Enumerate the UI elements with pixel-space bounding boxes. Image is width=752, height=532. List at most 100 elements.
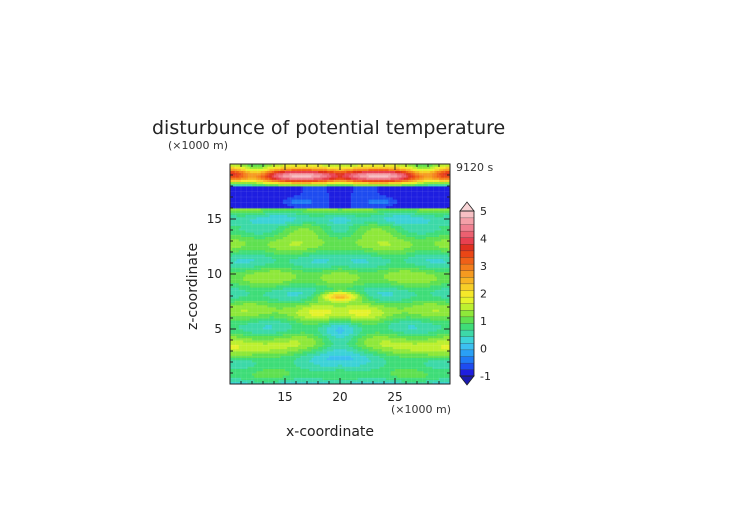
field-cell — [430, 357, 433, 361]
field-cell — [271, 344, 275, 347]
field-cell — [322, 322, 325, 325]
field-cell — [238, 311, 242, 314]
field-cell — [384, 366, 387, 369]
field-cell — [302, 311, 306, 314]
field-cell — [335, 368, 339, 372]
field-cell — [249, 313, 253, 317]
field-cell — [335, 331, 339, 334]
field-cell — [414, 357, 418, 361]
field-cell — [324, 344, 328, 347]
field-cell — [428, 362, 431, 365]
field-cell — [384, 359, 387, 363]
field-cell — [392, 335, 396, 339]
field-cell — [399, 333, 402, 336]
field-cell — [423, 313, 427, 317]
field-cell — [447, 359, 451, 363]
field-cell — [419, 337, 422, 341]
field-cell — [274, 355, 277, 358]
field-cell — [342, 331, 345, 334]
field-cell — [304, 348, 308, 352]
field-cell — [285, 344, 288, 347]
field-cell — [401, 320, 405, 323]
field-cell — [399, 379, 402, 383]
field-cell — [282, 337, 286, 341]
field-cell — [377, 373, 380, 376]
field-cell — [370, 337, 374, 341]
field-cell — [408, 346, 411, 350]
field-cell — [414, 326, 418, 330]
field-cell — [375, 324, 378, 328]
field-cell — [408, 362, 411, 365]
field-cell — [280, 331, 284, 334]
field-cell — [285, 340, 288, 343]
field-cell — [252, 359, 255, 363]
field-cell — [368, 326, 372, 330]
field-cell — [443, 322, 446, 325]
field-cell — [280, 355, 284, 358]
field-cell — [362, 366, 365, 369]
field-cell — [230, 344, 233, 347]
field-cell — [249, 320, 253, 323]
field-cell — [265, 377, 268, 380]
field-cell — [245, 342, 248, 345]
field-cell — [375, 353, 378, 356]
field-cell — [247, 309, 251, 312]
field-cell — [384, 331, 387, 334]
field-cell — [320, 329, 323, 332]
field-cell — [276, 304, 279, 308]
field-cell — [425, 313, 429, 317]
field-cell — [406, 329, 409, 332]
field-cell — [432, 315, 435, 319]
field-cell — [403, 368, 407, 372]
field-cell — [408, 333, 411, 336]
field-cell — [300, 353, 303, 356]
field-cell — [388, 331, 391, 334]
field-cell — [348, 329, 352, 332]
field-cell — [293, 324, 297, 328]
field-cell — [386, 375, 389, 378]
field-cell — [421, 353, 424, 356]
field-cell — [293, 340, 297, 343]
field-cell — [447, 326, 451, 330]
field-cell — [346, 370, 350, 374]
field-cell — [445, 364, 449, 367]
field-cell — [311, 346, 314, 350]
field-cell — [366, 318, 369, 321]
field-cell — [289, 346, 292, 350]
field-cell — [291, 346, 295, 350]
field-cell — [370, 359, 374, 363]
field-cell — [428, 353, 431, 356]
field-cell — [428, 329, 431, 332]
field-cell — [282, 313, 286, 317]
field-cell — [368, 375, 372, 378]
field-cell — [410, 322, 413, 325]
field-cell — [348, 373, 352, 376]
field-cell — [344, 315, 347, 319]
field-cell — [366, 375, 369, 378]
field-cell — [368, 368, 372, 372]
field-cell — [388, 322, 391, 325]
field-cell — [278, 373, 281, 376]
field-cell — [436, 379, 440, 383]
field-cell — [366, 357, 369, 361]
field-cell — [428, 331, 431, 334]
field-cell — [432, 322, 435, 325]
field-cell — [377, 348, 380, 352]
field-cell — [351, 362, 354, 365]
field-cell — [390, 342, 394, 345]
field-cell — [230, 333, 233, 336]
field-cell — [245, 351, 248, 354]
field-cell — [373, 368, 376, 372]
field-cell — [241, 370, 244, 374]
field-cell — [419, 331, 422, 334]
field-cell — [395, 375, 398, 378]
field-cell — [230, 335, 233, 339]
field-cell — [375, 335, 378, 339]
field-cell — [247, 331, 251, 334]
field-cell — [329, 313, 332, 317]
field-cell — [381, 381, 385, 385]
field-cell — [318, 309, 321, 312]
field-cell — [322, 351, 325, 354]
field-cell — [324, 329, 328, 332]
field-cell — [289, 307, 292, 310]
